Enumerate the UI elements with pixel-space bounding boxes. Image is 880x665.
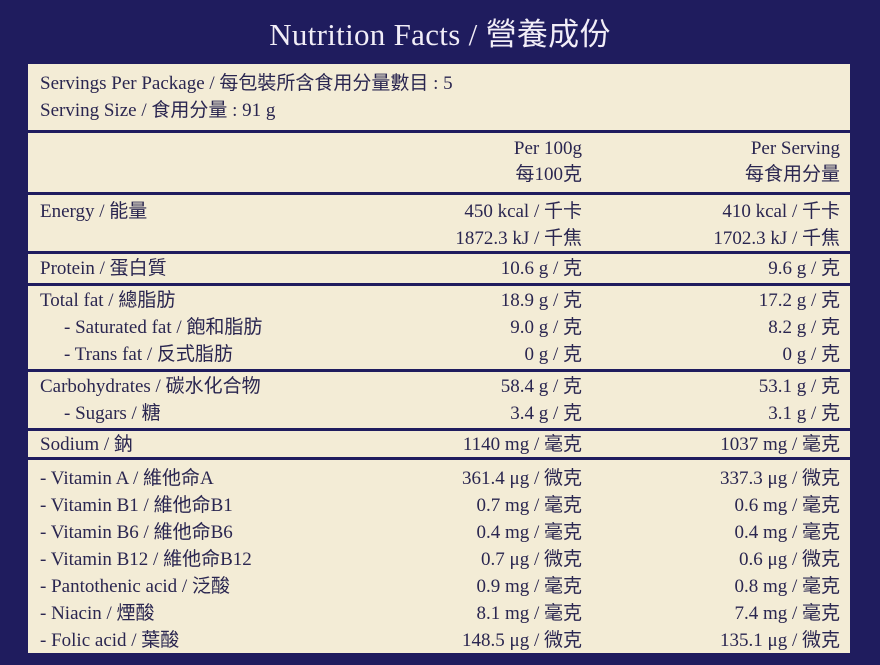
header-perserving-en: Per Serving xyxy=(750,138,840,159)
vitamin-per100: 0.4 mg / 毫克 xyxy=(476,522,582,543)
column-header-section: Per 100g Per Serving 每100克 每食用分量 xyxy=(28,130,850,192)
sodium-row: Sodium / 鈉 1140 mg / 毫克 1037 mg / 毫克 xyxy=(28,431,850,458)
vitamin-serving: 7.4 mg / 毫克 xyxy=(734,603,840,624)
vitamin-name: - Vitamin B12 / 維他命B12 xyxy=(40,549,252,570)
label-title: Nutrition Facts / 營養成份 xyxy=(269,16,611,52)
energy-section: Energy / 能量 450 kcal / 千卡 410 kcal / 千卡 … xyxy=(28,192,850,251)
sodium-per100: 1140 mg / 毫克 xyxy=(462,434,582,455)
vitamin-per100: 8.1 mg / 毫克 xyxy=(476,603,582,624)
sugars-serving: 3.1 g / 克 xyxy=(768,403,840,424)
sugars-row: - Sugars / 糖 3.4 g / 克 3.1 g / 克 xyxy=(28,400,850,427)
sugars-name: - Sugars / 糖 xyxy=(64,403,161,424)
vitamin-per100: 0.7 μg / 微克 xyxy=(481,549,582,570)
vitamin-name: - Vitamin B1 / 維他命B1 xyxy=(40,495,233,516)
trans-fat-per100: 0 g / 克 xyxy=(524,344,582,365)
saturated-fat-per100: 9.0 g / 克 xyxy=(510,317,582,338)
vitamin-serving: 0.6 μg / 微克 xyxy=(739,549,840,570)
carbohydrates-per100: 58.4 g / 克 xyxy=(500,376,582,397)
vitamin-per100: 148.5 μg / 微克 xyxy=(462,630,582,651)
total-fat-name: Total fat / 總脂肪 xyxy=(40,290,176,311)
sodium-name: Sodium / 鈉 xyxy=(40,434,133,455)
vitamins-section: - Vitamin A / 維他命A 361.4 μg / 微克 337.3 μ… xyxy=(28,457,850,653)
energy-kcal-serving: 410 kcal / 千卡 xyxy=(722,201,840,222)
total-fat-per100: 18.9 g / 克 xyxy=(500,290,582,311)
header-per100-zh: 每100克 xyxy=(515,164,582,185)
vitamin-name: - Folic acid / 葉酸 xyxy=(40,630,180,651)
vitamin-serving: 0.8 mg / 毫克 xyxy=(734,576,840,597)
vitamin-serving: 337.3 μg / 微克 xyxy=(720,468,840,489)
protein-name: Protein / 蛋白質 xyxy=(40,258,167,279)
vitamin-row: - Vitamin A / 維他命A 361.4 μg / 微克 337.3 μ… xyxy=(28,465,850,492)
protein-per100: 10.6 g / 克 xyxy=(500,258,582,279)
vitamin-row: - Vitamin B6 / 維他命B6 0.4 mg / 毫克 0.4 mg … xyxy=(28,519,850,546)
vitamin-name: - Niacin / 煙酸 xyxy=(40,603,155,624)
energy-kj-serving: 1702.3 kJ / 千焦 xyxy=(713,228,840,249)
trans-fat-name: - Trans fat / 反式脂肪 xyxy=(64,344,233,365)
energy-name: Energy / 能量 xyxy=(40,201,148,222)
vitamin-per100: 361.4 μg / 微克 xyxy=(462,468,582,489)
header-perserving-zh: 每食用分量 xyxy=(744,164,840,185)
nutrition-panel: Servings Per Package / 每包裝所含食用分量數目 : 5 S… xyxy=(26,62,852,655)
carbohydrates-name: Carbohydrates / 碳水化合物 xyxy=(40,376,261,397)
saturated-fat-row: - Saturated fat / 飽和脂肪 9.0 g / 克 8.2 g /… xyxy=(28,314,850,341)
protein-section: Protein / 蛋白質 10.6 g / 克 9.6 g / 克 xyxy=(28,251,850,283)
serving-size: Serving Size / 食用分量 : 91 g xyxy=(40,100,276,121)
energy-kj-row: 1872.3 kJ / 千焦 1702.3 kJ / 千焦 xyxy=(28,225,850,252)
energy-kcal-per100: 450 kcal / 千卡 xyxy=(464,201,582,222)
vitamin-row: - Pantothenic acid / 泛酸 0.9 mg / 毫克 0.8 … xyxy=(28,573,850,600)
servings-per-package: Servings Per Package / 每包裝所含食用分量數目 : 5 xyxy=(40,73,453,94)
sodium-section: Sodium / 鈉 1140 mg / 毫克 1037 mg / 毫克 xyxy=(28,428,850,457)
vitamin-per100: 0.7 mg / 毫克 xyxy=(476,495,582,516)
vitamin-name: - Vitamin B6 / 維他命B6 xyxy=(40,522,233,543)
carbohydrates-serving: 53.1 g / 克 xyxy=(758,376,840,397)
total-fat-serving: 17.2 g / 克 xyxy=(758,290,840,311)
vitamin-serving: 0.4 mg / 毫克 xyxy=(734,522,840,543)
vitamin-name: - Vitamin A / 維他命A xyxy=(40,468,214,489)
vitamin-name: - Pantothenic acid / 泛酸 xyxy=(40,576,230,597)
carbohydrates-row: Carbohydrates / 碳水化合物 58.4 g / 克 53.1 g … xyxy=(28,373,850,400)
energy-kj-per100: 1872.3 kJ / 千焦 xyxy=(455,228,582,249)
fat-section: Total fat / 總脂肪 18.9 g / 克 17.2 g / 克 - … xyxy=(28,283,850,369)
carbohydrate-section: Carbohydrates / 碳水化合物 58.4 g / 克 53.1 g … xyxy=(28,369,850,428)
header-per100-en: Per 100g xyxy=(513,138,582,159)
total-fat-row: Total fat / 總脂肪 18.9 g / 克 17.2 g / 克 xyxy=(28,287,850,314)
servings-section: Servings Per Package / 每包裝所含食用分量數目 : 5 S… xyxy=(28,64,850,130)
vitamin-serving: 0.6 mg / 毫克 xyxy=(734,495,840,516)
vitamin-row: - Vitamin B12 / 維他命B12 0.7 μg / 微克 0.6 μ… xyxy=(28,546,850,573)
saturated-fat-serving: 8.2 g / 克 xyxy=(768,317,840,338)
vitamin-per100: 0.9 mg / 毫克 xyxy=(476,576,582,597)
protein-serving: 9.6 g / 克 xyxy=(768,258,840,279)
trans-fat-row: - Trans fat / 反式脂肪 0 g / 克 0 g / 克 xyxy=(28,341,850,368)
vitamin-serving: 135.1 μg / 微克 xyxy=(720,630,840,651)
sugars-per100: 3.4 g / 克 xyxy=(510,403,582,424)
sodium-serving: 1037 mg / 毫克 xyxy=(720,434,840,455)
energy-row: Energy / 能量 450 kcal / 千卡 410 kcal / 千卡 xyxy=(28,198,850,225)
vitamin-row: - Niacin / 煙酸 8.1 mg / 毫克 7.4 mg / 毫克 xyxy=(28,600,850,627)
trans-fat-serving: 0 g / 克 xyxy=(782,344,840,365)
vitamin-row: - Folic acid / 葉酸 148.5 μg / 微克 135.1 μg… xyxy=(28,627,850,654)
saturated-fat-name: - Saturated fat / 飽和脂肪 xyxy=(64,317,263,338)
vitamin-row: - Vitamin B1 / 維他命B1 0.7 mg / 毫克 0.6 mg … xyxy=(28,492,850,519)
protein-row: Protein / 蛋白質 10.6 g / 克 9.6 g / 克 xyxy=(28,255,850,282)
